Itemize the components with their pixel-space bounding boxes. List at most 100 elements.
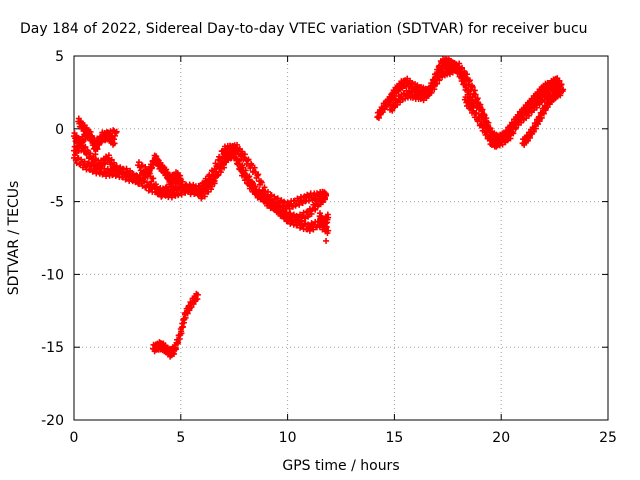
data-point [105, 152, 112, 159]
data-point [204, 182, 211, 189]
data-point [124, 170, 131, 177]
data-point [236, 157, 243, 164]
data-point [146, 170, 153, 177]
data-point [157, 159, 164, 166]
data-point [325, 214, 332, 221]
data-point [178, 191, 185, 198]
data-point [274, 195, 281, 202]
data-point [81, 158, 88, 165]
data-point [75, 115, 82, 122]
data-point [527, 134, 534, 141]
data-point [192, 186, 199, 193]
data-point [179, 323, 186, 330]
data-point [466, 77, 473, 84]
x-tick-label: 25 [599, 430, 617, 446]
data-point [249, 180, 256, 187]
tick-layer: 0 5 10 15 20 25 5 0 -5 -10 -15 -20 [41, 49, 617, 446]
data-point [223, 159, 230, 166]
data-point [470, 104, 477, 111]
data-point [389, 107, 396, 114]
data-point [135, 159, 142, 166]
data-point [375, 114, 382, 121]
data-point [556, 77, 563, 84]
chart-title: Day 184 of 2022, Sidereal Day-to-day VTE… [20, 21, 588, 37]
plot-frame [73, 55, 609, 421]
data-point [472, 91, 479, 98]
data-point [323, 237, 330, 244]
y-tick-label: 0 [55, 122, 64, 138]
data-point [91, 162, 98, 169]
data-point [298, 218, 305, 225]
data-point [175, 339, 182, 346]
data-point [265, 188, 272, 195]
data-point [469, 84, 476, 91]
data-point [92, 151, 99, 158]
data-point [182, 314, 189, 321]
data-point [493, 140, 500, 147]
data-point [94, 146, 101, 153]
data-point [113, 128, 120, 135]
data-point [113, 162, 120, 169]
data-point [255, 171, 262, 178]
data-point [474, 95, 481, 102]
data-point [112, 129, 119, 136]
data-point [82, 143, 89, 150]
data-point [555, 89, 562, 96]
data-point [244, 157, 251, 164]
data-point [108, 156, 115, 163]
data-point [245, 156, 252, 163]
data-point [325, 227, 332, 234]
data-point [518, 119, 525, 126]
data-point [252, 183, 259, 190]
data-point [480, 115, 487, 122]
data-point [313, 190, 320, 197]
data-point [71, 130, 78, 137]
data-point [178, 330, 185, 337]
data-point [177, 176, 184, 183]
y-tick-label: -5 [50, 195, 64, 211]
data-point [150, 175, 157, 182]
data-point [89, 133, 96, 140]
y-tick-label: -15 [41, 340, 64, 356]
x-tick-label: 20 [492, 430, 510, 446]
data-point [111, 140, 118, 147]
data-point [153, 153, 160, 160]
data-point [172, 346, 179, 353]
point-layer [71, 55, 567, 360]
grid-layer [74, 56, 608, 420]
data-point [316, 210, 323, 217]
data-point [251, 164, 258, 171]
y-tick-label: -20 [41, 413, 64, 429]
data-point [525, 112, 532, 119]
data-point [296, 201, 303, 208]
data-point [481, 123, 488, 130]
data-point [208, 181, 215, 188]
data-point [190, 300, 197, 307]
data-point [79, 139, 86, 146]
data-point [423, 95, 430, 102]
data-point [217, 169, 224, 176]
x-tick-label: 5 [176, 430, 185, 446]
data-point [281, 210, 288, 217]
data-point [434, 80, 441, 87]
y-tick-label: 5 [55, 49, 64, 65]
data-point [184, 310, 191, 317]
data-point [477, 104, 484, 111]
data-point [71, 151, 78, 158]
y-axis-title: SDTVAR / TECUs [6, 181, 22, 296]
data-point [194, 291, 201, 298]
data-point [123, 165, 130, 172]
data-point [157, 185, 164, 192]
data-point [261, 184, 268, 191]
data-point [190, 181, 197, 188]
data-point [201, 193, 208, 200]
data-point [211, 177, 218, 184]
data-point [532, 125, 539, 132]
data-point [510, 130, 517, 137]
data-point [254, 172, 261, 179]
data-point [221, 164, 228, 171]
data-point [558, 81, 565, 88]
data-point [241, 151, 248, 158]
x-tick-label: 10 [279, 430, 297, 446]
